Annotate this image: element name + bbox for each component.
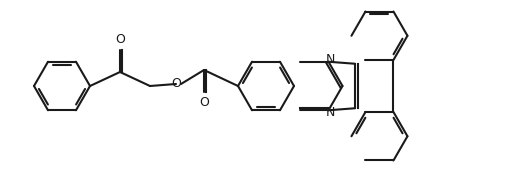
Text: N: N [325,106,334,119]
Text: N: N [325,53,334,66]
Text: O: O [115,33,125,46]
Text: O: O [199,96,209,109]
Text: O: O [171,77,181,90]
